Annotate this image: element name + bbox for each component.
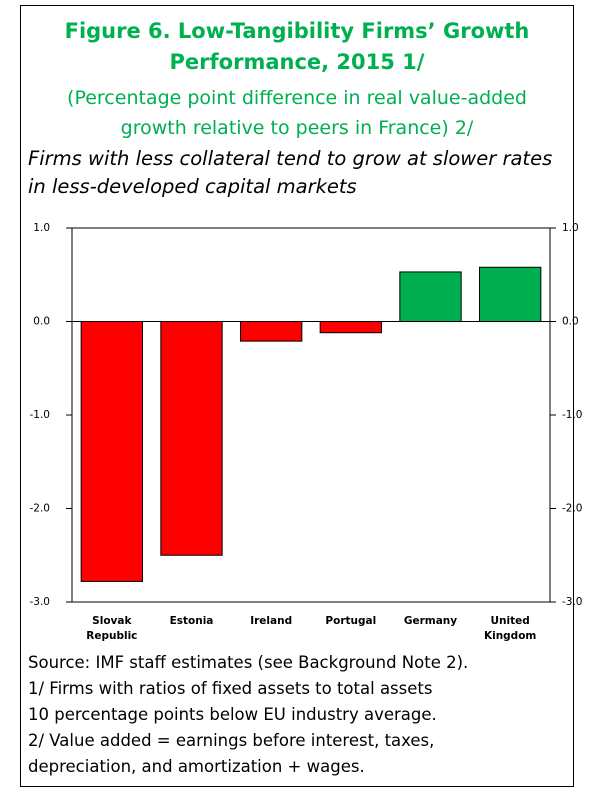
bar (160, 321, 223, 556)
chart-title: Performance, 2015 1/ (170, 50, 425, 74)
bar (399, 271, 462, 323)
y-tick-label: 0.0 (33, 316, 50, 328)
chart-title: Figure 6. Low-Tangibility Firms’ Growth (65, 19, 530, 43)
plot-area (71, 227, 551, 603)
x-tick-label: Germany (404, 615, 457, 627)
y2-tick-label: 0.0 (562, 316, 579, 328)
y2-tick-label: -3.0 (562, 596, 583, 608)
x-tick-label: Ireland (250, 615, 292, 627)
x-tick-label: Slovak Republic (86, 615, 137, 642)
bar (239, 321, 303, 342)
y2-tick-label: -2.0 (562, 503, 583, 515)
footnote: 10 percentage points below EU industry a… (28, 705, 437, 724)
chart-annotation: in less-developed capital markets (28, 175, 357, 198)
x-tick-label: Estonia (170, 615, 214, 627)
footnote: 1/ Firms with ratios of fixed assets to … (28, 679, 432, 698)
y-tick-label: -3.0 (30, 596, 51, 608)
x-tick-label: United Kingdom (484, 615, 536, 642)
footnote: 2/ Value added = earnings before interes… (28, 731, 434, 750)
bar (478, 266, 542, 322)
chart-subtitle: growth relative to peers in France) 2/ (121, 117, 474, 139)
y-tick-label: 1.0 (33, 222, 50, 234)
chart-annotation: Firms with less collateral tend to grow … (28, 147, 552, 170)
y2-tick-label: -1.0 (562, 409, 583, 421)
y2-tick-label: 1.0 (562, 222, 579, 234)
y-tick-label: -1.0 (30, 409, 51, 421)
chart-subtitle: (Percentage point difference in real val… (67, 87, 527, 109)
y-tick-label: -2.0 (30, 503, 51, 515)
bar (319, 321, 383, 334)
footnote: depreciation, and amortization + wages. (28, 757, 365, 776)
footnote: Source: IMF staff estimates (see Backgro… (28, 653, 468, 672)
x-tick-label: Portugal (325, 615, 376, 627)
figure-border (20, 5, 574, 787)
bar (80, 321, 144, 582)
